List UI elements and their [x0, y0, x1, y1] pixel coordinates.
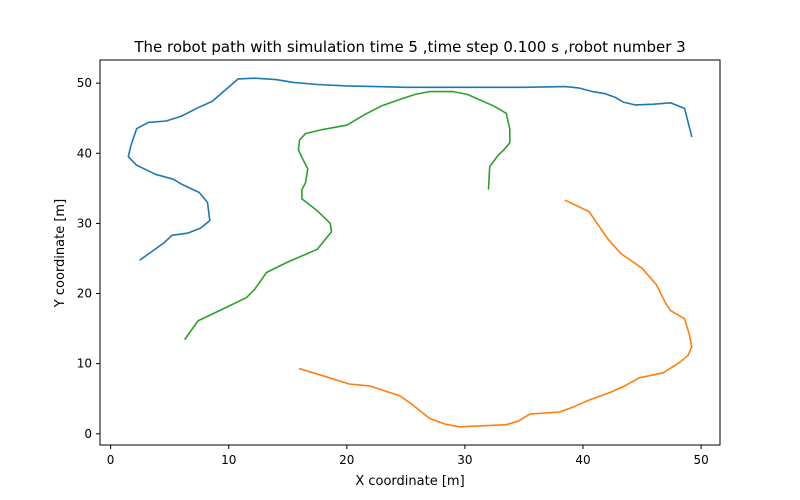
series-layer — [127, 77, 693, 428]
y-tick-label: 20 — [77, 287, 92, 301]
x-axis-label: X coordinate [m] — [355, 474, 464, 489]
series-line-1 — [127, 77, 693, 261]
x-tick-label: 20 — [339, 453, 354, 467]
x-tick-label: 40 — [575, 453, 590, 467]
y-axis-label: Y coordinate [m] — [53, 199, 68, 308]
y-tick-label: 30 — [77, 216, 92, 230]
chart-title: The robot path with simulation time 5 ,t… — [133, 38, 685, 56]
axes-frame — [99, 59, 721, 446]
y-tick-label: 50 — [77, 76, 92, 90]
x-tick-label: 0 — [107, 453, 115, 467]
series-line-3 — [184, 90, 511, 340]
plot-area — [99, 59, 721, 446]
series-line-2 — [298, 199, 693, 428]
y-tick-label: 0 — [84, 427, 92, 441]
y-axis: 0 10 20 30 40 50 — [77, 76, 100, 441]
x-tick-label: 50 — [693, 453, 708, 467]
x-tick-label: 30 — [457, 453, 472, 467]
y-tick-label: 10 — [77, 357, 92, 371]
x-tick-label: 10 — [221, 453, 236, 467]
x-axis: 0 10 20 30 40 50 — [107, 445, 709, 467]
y-tick-label: 40 — [77, 146, 92, 160]
